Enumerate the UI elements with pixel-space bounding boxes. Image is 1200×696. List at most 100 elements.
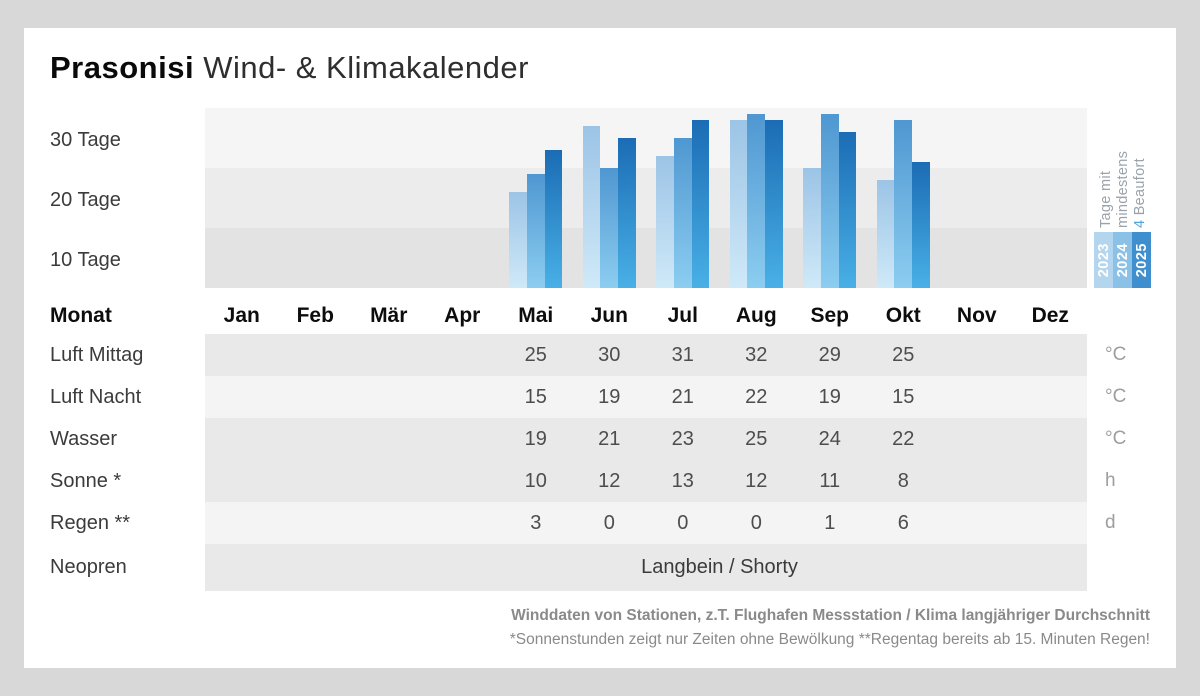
cell-mai: 15 <box>524 385 547 408</box>
bar-okt-2024 <box>894 120 913 288</box>
cell-aug: 22 <box>745 385 768 408</box>
bar-group-okt <box>876 120 930 288</box>
cell-mai: 25 <box>524 343 547 366</box>
row-unit: d <box>1105 512 1116 533</box>
bar-group-jun <box>582 126 636 288</box>
month-label-jun: Jun <box>590 304 628 327</box>
table-row-neopren: Neopren Langbein / Shorty <box>24 544 1176 591</box>
bar-aug-2023 <box>729 120 748 288</box>
bar-aug-2025 <box>765 120 783 288</box>
bar-mai-2025 <box>544 150 563 288</box>
bar-sep-2023 <box>803 168 821 288</box>
cell-sep: 29 <box>818 343 841 366</box>
row-unit: h <box>1105 470 1116 491</box>
bar-okt-2025 <box>912 162 930 288</box>
cell-jun: 19 <box>598 385 621 408</box>
table-row-regen: Regen ** 3 0 0 0 1 6 d <box>24 502 1176 544</box>
chart-legend-caption: Tage mit mindestens 4 Beaufort <box>1098 108 1149 228</box>
month-header-label: Monat <box>50 304 112 327</box>
row-span-value: Langbein / Shorty <box>641 556 798 578</box>
y-axis-label-20-tage: 20 Tage <box>50 189 121 211</box>
legend-year-label: 2023 <box>1095 242 1112 278</box>
legend-year-2024: 2024 <box>1113 232 1132 288</box>
legend-year-2025: 2025 <box>1132 232 1151 288</box>
cell-aug: 0 <box>750 511 762 534</box>
y-axis-label-10-tage: 10 Tage <box>50 249 121 271</box>
cell-okt: 6 <box>897 511 909 534</box>
month-label-nov: Nov <box>956 304 997 327</box>
bar-jun-2025 <box>618 138 636 288</box>
cell-jun: 0 <box>603 511 615 534</box>
cell-sep: 19 <box>818 385 841 408</box>
month-label-mär: Mär <box>370 304 408 327</box>
bar-okt-2023 <box>876 180 895 288</box>
cell-mai: 19 <box>524 427 547 450</box>
chart-band-20 <box>205 168 1087 228</box>
cell-okt: 15 <box>892 385 915 408</box>
climate-calendar-card: Prasonisi Wind- & Klimakalender 30 Tage 2… <box>24 28 1176 668</box>
row-unit: °C <box>1105 386 1127 407</box>
table-row-luft-nacht: Luft Nacht 15 19 21 22 19 15 °C <box>24 376 1176 418</box>
bar-group-aug <box>729 114 783 288</box>
row-label: Regen ** <box>50 511 131 534</box>
month-label-okt: Okt <box>885 304 921 327</box>
row-stripe <box>205 376 1087 418</box>
cell-sep: 11 <box>819 469 841 492</box>
row-label: Sonne * <box>50 469 122 492</box>
legend-caption-line-3: 4 Beaufort <box>1132 108 1149 228</box>
legend-year-label: 2025 <box>1133 242 1150 278</box>
row-stripe <box>205 502 1087 544</box>
title-location: Prasonisi <box>50 50 195 85</box>
chart-bars <box>205 108 1087 288</box>
cell-jul: 31 <box>671 343 694 366</box>
bar-jul-2024 <box>673 138 692 288</box>
cell-okt: 25 <box>892 343 915 366</box>
legend-beaufort-number: 4 <box>1132 219 1148 228</box>
month-label-apr: Apr <box>444 304 481 327</box>
legend-caption-line-2: mindestens <box>1115 150 1131 228</box>
month-label-sep: Sep <box>810 304 849 327</box>
month-label-mai: Mai <box>518 304 554 327</box>
row-stripe <box>205 334 1087 376</box>
cell-aug: 25 <box>745 427 768 450</box>
legend-year-label: 2024 <box>1114 242 1131 278</box>
month-label-feb: Feb <box>296 304 334 327</box>
bar-jul-2023 <box>656 156 674 288</box>
chart-band-30 <box>205 108 1087 168</box>
bar-sep-2025 <box>838 132 857 288</box>
row-label: Neopren <box>50 556 127 578</box>
bar-aug-2024 <box>747 114 766 288</box>
chart-legend-years: 2023 2024 2025 <box>1094 232 1151 288</box>
legend-caption-line-1: Tage mit <box>1098 170 1114 228</box>
cell-sep: 24 <box>818 427 841 450</box>
row-label: Luft Mittag <box>50 343 144 366</box>
cell-mai: 10 <box>524 469 547 492</box>
row-label: Wasser <box>50 427 118 450</box>
cell-sep: 1 <box>824 511 836 534</box>
cell-jul: 0 <box>677 511 689 534</box>
cell-jun: 30 <box>598 343 621 366</box>
row-unit: °C <box>1105 344 1127 365</box>
month-label-jul: Jul <box>667 304 698 327</box>
footer-notes: Winddaten von Stationen, z.T. Flughafen … <box>510 604 1150 652</box>
bar-mai-2024 <box>526 174 545 288</box>
bar-group-jul <box>656 120 710 288</box>
cell-jul: 21 <box>671 385 694 408</box>
row-unit: °C <box>1105 428 1127 449</box>
legend-year-2023: 2023 <box>1094 232 1113 288</box>
cell-jul: 13 <box>671 469 694 492</box>
page-title: Prasonisi Wind- & Klimakalender <box>50 50 529 86</box>
month-label-aug: Aug <box>735 304 777 327</box>
table-row-sonne: Sonne * 10 12 13 12 11 8 h <box>24 460 1176 502</box>
footer-asterisk-line: *Sonnenstunden zeigt nur Zeiten ohne Bew… <box>509 631 1150 648</box>
table-row-wasser: Wasser 19 21 23 25 24 22 °C <box>24 418 1176 460</box>
month-label-jan: Jan <box>223 304 260 327</box>
y-axis-label-30-tage: 30 Tage <box>50 129 121 151</box>
table-row-luft-mittag: Luft Mittag 25 30 31 32 29 25 °C <box>24 334 1176 376</box>
chart-band-10 <box>205 228 1087 288</box>
bar-jun-2023 <box>582 126 601 288</box>
title-subtitle: Wind- & Klimakalender <box>203 50 529 85</box>
legend-beaufort-unit: Beaufort <box>1132 158 1148 220</box>
month-header-row: Monat Jan Feb Mär Apr Mai Jun Jul Aug Sep Okt Nov D… <box>24 298 1176 334</box>
wind-days-chart <box>205 108 1087 288</box>
